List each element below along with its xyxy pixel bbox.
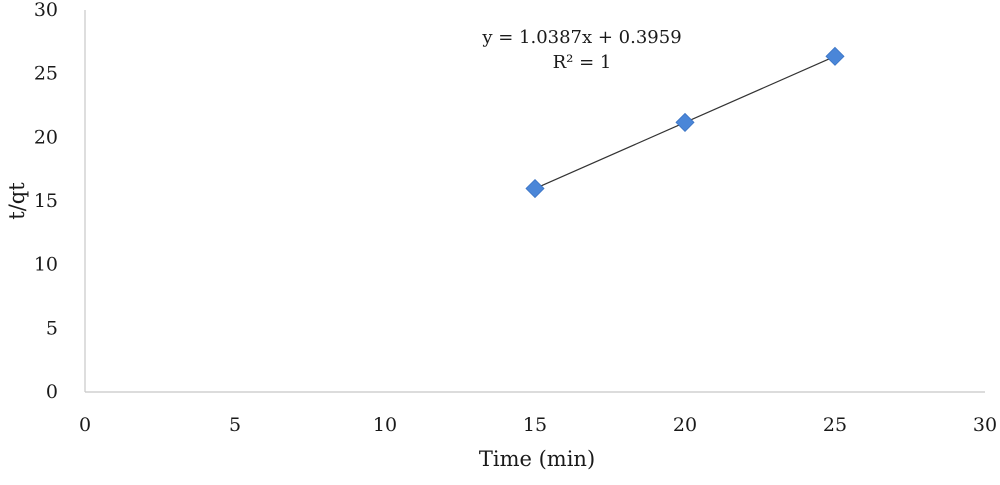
trendline-equation: y = 1.0387x + 0.3959	[481, 27, 681, 48]
x-tick-label: 10	[373, 414, 397, 436]
y-tick-label: 10	[34, 254, 58, 276]
y-tick-label: 15	[34, 190, 58, 212]
data-points	[525, 46, 845, 199]
y-tick-label: 5	[46, 317, 58, 339]
y-tick-label: 25	[34, 63, 58, 85]
data-point	[825, 46, 845, 66]
x-axis-title: Time (min)	[479, 447, 595, 471]
y-tick-label: 0	[46, 381, 58, 403]
data-point	[675, 112, 695, 133]
x-tick-labels: 0 5 10 15 20 25 30	[79, 414, 997, 436]
x-tick-label: 0	[79, 414, 91, 436]
trendline-r2: R² = 1	[553, 52, 612, 73]
data-point	[525, 178, 545, 199]
y-tick-labels: 0 5 10 15 20 25 30	[34, 0, 58, 403]
x-tick-label: 20	[673, 414, 697, 436]
y-tick-label: 30	[34, 0, 58, 21]
x-tick-label: 5	[229, 414, 241, 436]
x-tick-label: 15	[523, 414, 547, 436]
y-tick-label: 20	[34, 126, 58, 148]
plot-area	[84, 10, 985, 393]
x-tick-label: 25	[823, 414, 847, 436]
x-tick-label: 30	[973, 414, 997, 436]
y-axis-title: t/qt	[5, 182, 29, 220]
